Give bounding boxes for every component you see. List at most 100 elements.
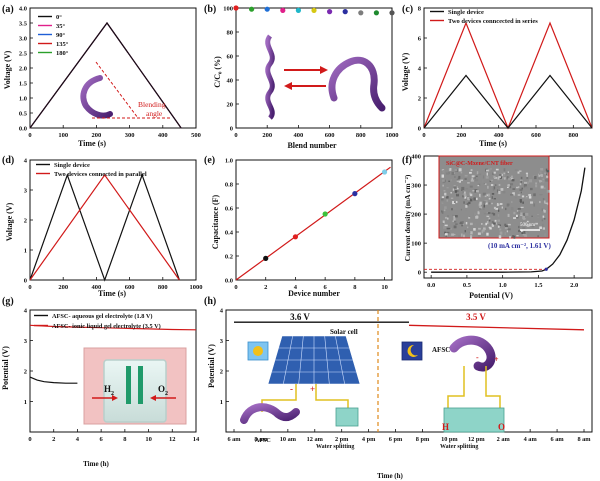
sem-speck xyxy=(444,194,447,197)
sem-speck xyxy=(518,229,521,233)
sem-speck xyxy=(459,222,462,224)
sem-speck xyxy=(489,219,491,222)
data-point-b xyxy=(342,9,348,15)
x-tick-label: 600 xyxy=(125,284,135,291)
sem-speck xyxy=(498,235,502,239)
sem-speck xyxy=(491,221,494,224)
panel-h-letter: (h) xyxy=(204,296,216,307)
x-tick-label: 600 xyxy=(531,132,541,139)
y-tick-label: 2 xyxy=(24,218,27,225)
sem-speck xyxy=(479,193,481,197)
sem-speck xyxy=(444,192,447,196)
sem-speck xyxy=(518,170,522,172)
sem-speck xyxy=(511,179,515,182)
x-tick-label: 1.5 xyxy=(534,282,543,289)
sem-speck xyxy=(486,211,488,214)
sem-speck xyxy=(489,168,493,170)
wire-3 xyxy=(447,366,465,408)
panel-a-xlabel: Time (s) xyxy=(78,139,106,148)
sem-speck xyxy=(507,213,510,217)
sem-speck xyxy=(467,189,471,193)
sem-speck xyxy=(507,223,511,226)
sem-speck xyxy=(471,177,473,181)
sem-speck xyxy=(478,227,481,230)
y-tick-label: 3.5 xyxy=(19,21,28,28)
x-tick-label: 12 pm xyxy=(468,436,485,443)
panel-d: (d) Time (s) Voltage (V) xyxy=(2,155,126,298)
panel-a-axes xyxy=(29,7,197,129)
y-tick-label: 0.5 xyxy=(19,111,28,118)
sem-speck xyxy=(485,222,487,226)
y-tick-label: 8 xyxy=(418,6,422,13)
sem-speck xyxy=(463,234,465,238)
sem-speck xyxy=(496,189,499,193)
sem-speck xyxy=(542,227,546,230)
sem-speck xyxy=(466,202,469,206)
sem-speck xyxy=(446,199,449,202)
sem-speck xyxy=(539,226,542,229)
x-tick-label: 800 xyxy=(568,132,578,139)
solar-grid xyxy=(271,335,357,385)
sem-speck xyxy=(443,233,446,237)
panel-d-ticks: 0 200 400 600 800 1000 0 1 2 3 4 xyxy=(24,158,203,292)
panel-e-xlabel: Device number xyxy=(288,289,340,298)
sem-speck xyxy=(483,227,486,231)
sem-speck xyxy=(503,177,506,180)
sem-speck xyxy=(488,202,491,205)
sem-speck xyxy=(513,211,516,215)
panel-a-letter: (a) xyxy=(2,4,14,15)
sem-speck xyxy=(469,222,473,226)
legend-label: Single device xyxy=(448,9,484,16)
water-cell-icon-night xyxy=(443,407,505,433)
sem-speck xyxy=(502,176,505,179)
legend-label: AFSC- aqueous gel electrolyte (1.8 V) xyxy=(52,313,153,320)
x-tick-label: 400 xyxy=(294,132,304,139)
panel-f-xlabel: Potential (V) xyxy=(469,291,513,300)
sem-speck xyxy=(495,184,497,186)
data-point-e xyxy=(381,169,388,175)
sem-speck xyxy=(458,168,462,172)
legend-label: 180° xyxy=(56,50,69,57)
sem-speck xyxy=(528,215,531,218)
y-tick-label: 0.0 xyxy=(19,126,27,133)
sem-speck xyxy=(482,179,484,183)
panel-d-axes xyxy=(29,159,197,281)
sem-speck xyxy=(460,179,463,181)
data-point-b xyxy=(233,5,239,11)
y-tick-label: 2.0 xyxy=(19,66,27,73)
sem-speck xyxy=(482,201,486,203)
sem-speck xyxy=(444,231,446,235)
panel-d-xlabel: Time (s) xyxy=(98,289,126,298)
data-point-e xyxy=(263,255,269,261)
x-tick-label: 2 xyxy=(264,284,267,291)
data-point-b xyxy=(264,6,270,12)
o2-label: O xyxy=(158,384,165,394)
sem-speck xyxy=(475,175,478,178)
x-tick-label: 0 xyxy=(422,132,425,139)
panel-h-ylabel: Potential (V) xyxy=(207,344,216,388)
sem-speck xyxy=(506,177,508,180)
sem-speck xyxy=(454,201,457,204)
sem-speck xyxy=(540,174,544,177)
x-tick-label: 10 pm xyxy=(441,436,458,443)
panel-e-letter: (e) xyxy=(204,155,215,166)
sem-speck xyxy=(468,231,471,234)
sem-speck xyxy=(460,171,463,174)
x-tick-label: 200 xyxy=(262,132,272,139)
sem-speck xyxy=(512,192,515,195)
sem-speck xyxy=(494,177,498,179)
x-tick-label: 6 am xyxy=(551,436,565,443)
sem-speck xyxy=(506,205,509,207)
sem-speck xyxy=(520,176,523,180)
sem-speck xyxy=(531,225,535,228)
sem-speck xyxy=(507,171,509,173)
sem-speck xyxy=(525,172,529,175)
sem-speck xyxy=(493,222,496,225)
sem-speck xyxy=(477,183,481,186)
sem-speck xyxy=(461,186,465,191)
sem-speck xyxy=(484,199,488,203)
sem-speck xyxy=(475,190,479,193)
sem-speck xyxy=(523,230,526,234)
y-tick-label: 80 xyxy=(227,30,234,37)
sem-speck xyxy=(525,212,529,216)
